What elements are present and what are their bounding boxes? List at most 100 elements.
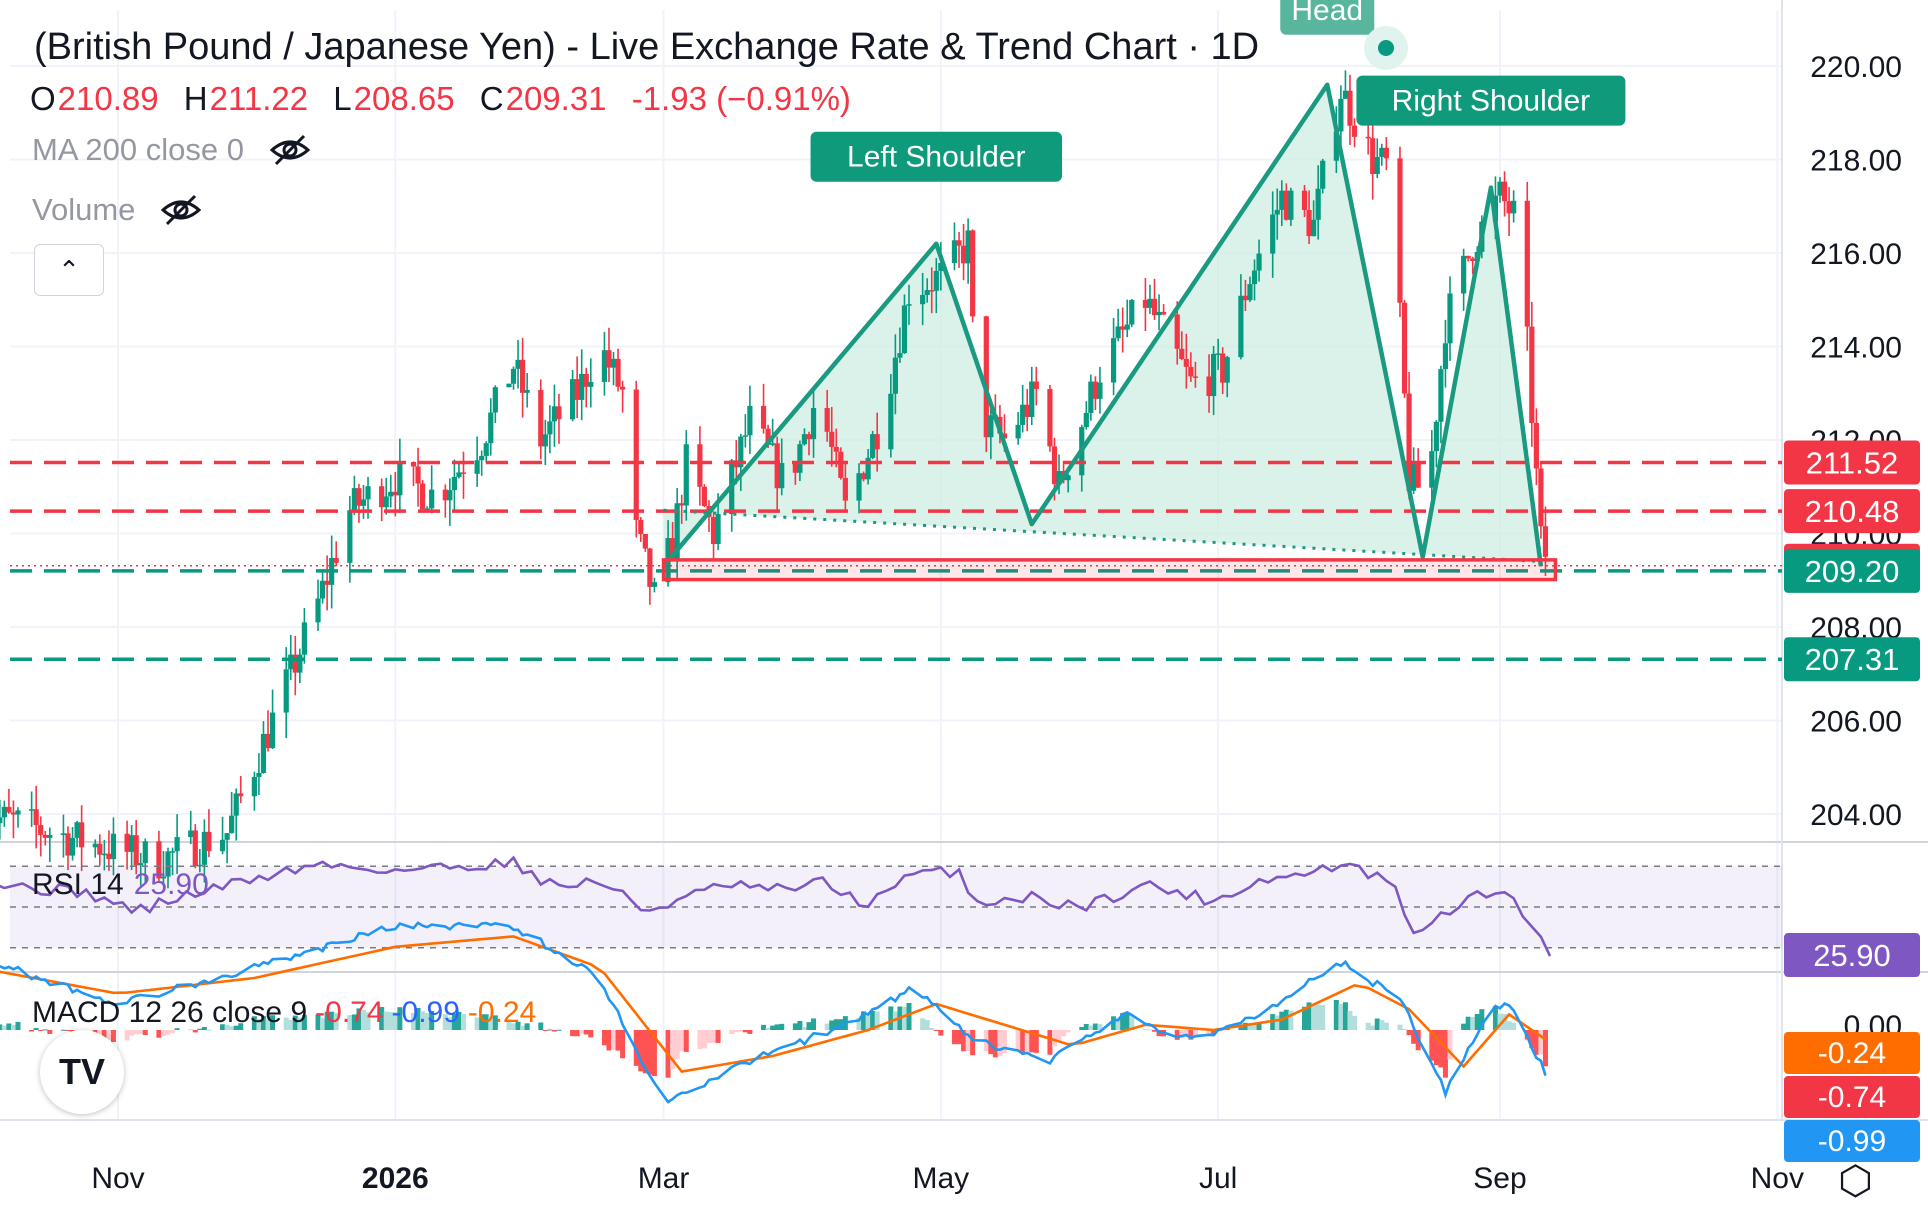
macd-histogram-bar (697, 1030, 703, 1050)
macd-histogram-bar (1211, 1030, 1217, 1036)
candle-body (542, 434, 548, 447)
macd-histogram-bar (506, 1019, 512, 1030)
candle-body (697, 444, 703, 487)
candle-body (74, 822, 80, 838)
macd-histogram-bar (874, 1011, 880, 1030)
candle-body (1215, 353, 1221, 355)
macd-histogram-bar (383, 1011, 389, 1030)
candle-body (506, 383, 512, 388)
pattern-label-box (1356, 75, 1626, 126)
macd-histogram-bar (997, 1030, 1003, 1057)
macd-histogram-bar (1333, 1000, 1339, 1030)
candle-body (765, 428, 771, 445)
volume-indicator-row[interactable]: Volume (32, 192, 203, 228)
macd-histogram-bar (542, 1030, 548, 1031)
candle-body (1306, 209, 1312, 237)
candle-body (169, 851, 176, 853)
macd-histogram-bar (461, 1013, 466, 1030)
macd-histogram-bar (1370, 1025, 1376, 1030)
candle-body (233, 793, 239, 816)
macd-histogram-bar (1383, 1022, 1389, 1030)
candle-body (1220, 353, 1226, 383)
macd-histogram-bar (765, 1028, 771, 1030)
macd-histogram-bar (1124, 1012, 1130, 1030)
settings-icon[interactable]: ⬡ (1838, 1159, 1873, 1203)
time-tick-label: Sep (1473, 1162, 1526, 1195)
candle-body (47, 835, 53, 838)
chevron-up-icon: ⌃ (58, 254, 80, 285)
candle-body (265, 733, 271, 749)
macd-histogram-bar (38, 1030, 44, 1031)
time-tick-label: May (912, 1162, 969, 1195)
macd-histogram-bar (333, 1012, 339, 1030)
macd-histogram-bar (1174, 1030, 1180, 1040)
macd-histogram-bar (138, 1030, 144, 1035)
macd-histogram-bar (547, 1029, 553, 1031)
macd-histogram-bar (110, 1030, 116, 1042)
candle-body (1029, 381, 1035, 417)
macd-histogram-bar (801, 1026, 807, 1030)
candle-body (1097, 382, 1103, 399)
candle-body (515, 359, 521, 369)
macd-histogram-bar (1492, 1006, 1498, 1030)
chart-title: (British Pound / Japanese Yen) - Live Ex… (34, 26, 1260, 68)
candle-body (360, 499, 367, 506)
price-marker-badge (1784, 440, 1920, 485)
macd-histogram-bar (556, 1029, 562, 1031)
macd-histogram-bar (1029, 1030, 1035, 1053)
candle-body (451, 476, 458, 491)
macd-histogram-bar (901, 1006, 907, 1030)
pattern-label-right-shoulder: Right Shoulder (1356, 75, 1626, 126)
macd-histogram-bar (174, 1028, 180, 1030)
candle-body (965, 230, 971, 264)
candle-body (38, 825, 44, 835)
macd-histogram-bar (838, 1019, 844, 1030)
candle-body (556, 406, 562, 420)
macd-histogram-bar (856, 1018, 862, 1030)
eye-off-icon[interactable] (159, 194, 203, 226)
macd-histogram-bar (447, 1017, 453, 1030)
candle-body (801, 434, 808, 445)
eye-off-icon[interactable] (268, 134, 312, 166)
rsi-value: 25.90 (133, 868, 209, 901)
candle-body (365, 486, 371, 500)
macd-histogram-bar (1474, 1013, 1480, 1030)
candle-body (638, 519, 644, 534)
candle-body (988, 415, 994, 438)
macd-histogram-bar (197, 1028, 203, 1030)
macd-histogram-bar (1374, 1018, 1380, 1030)
macd-name: MACD 12 26 close 9 (32, 996, 308, 1029)
candle-body (1283, 190, 1289, 220)
macd-histogram-bar (265, 1018, 271, 1030)
tradingview-logo-icon[interactable]: TV (40, 1030, 124, 1114)
rsi-line (0, 855, 1552, 957)
macd-histogram-bar (1542, 1030, 1548, 1067)
collapse-legend-button[interactable]: ⌃ (34, 244, 104, 296)
candle-body (238, 793, 244, 797)
macd-legend: MACD 12 26 close 9 -0.74 -0.99 -0.24 (32, 996, 536, 1030)
macd-histogram-bar (1506, 1021, 1512, 1030)
pattern-label-box (810, 131, 1063, 182)
candle-body (15, 810, 21, 815)
macd-histogram-bar (320, 1018, 326, 1030)
candle-body (610, 358, 617, 368)
macd-histogram-bar (774, 1024, 780, 1030)
candle-body (1251, 270, 1258, 285)
low-value: 208.65 (353, 80, 455, 117)
candle-body (1179, 348, 1185, 360)
macd-histogram-bar (1497, 1013, 1503, 1030)
candle-body (760, 405, 767, 429)
macd-histogram-bar (824, 1023, 830, 1030)
macd-histogram-bar (1406, 1030, 1412, 1036)
macd-histogram-bar (392, 1012, 398, 1030)
macd-histogram-bar (1220, 1030, 1226, 1031)
macd-histogram-bar (1097, 1023, 1103, 1030)
macd-histogram-bar (1056, 1030, 1062, 1041)
ma-indicator-row[interactable]: MA 200 close 0 (32, 132, 312, 168)
volume-indicator-label: Volume (32, 192, 136, 227)
candle-body (229, 815, 235, 834)
candle-body (1406, 393, 1412, 491)
macd-histogram-bar (133, 1030, 139, 1035)
candle-body (897, 353, 903, 358)
